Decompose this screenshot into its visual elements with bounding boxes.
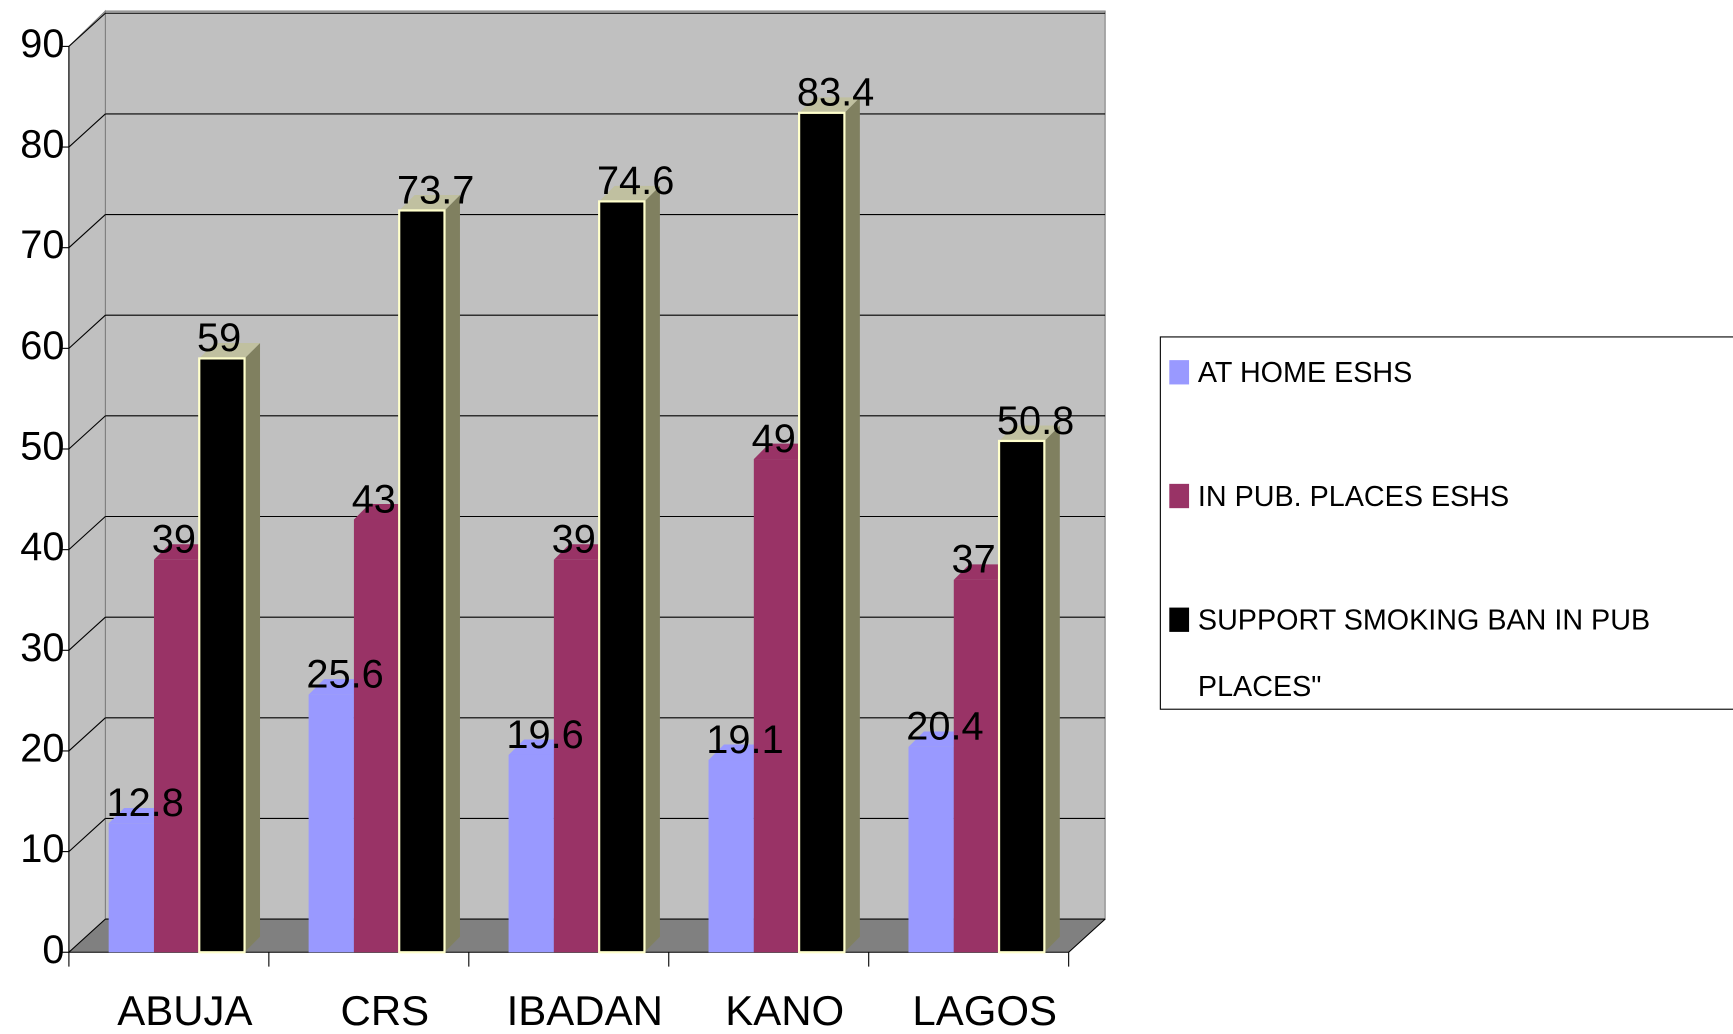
grid-line	[68, 12, 106, 47]
bar	[598, 185, 660, 954]
bar-front	[398, 209, 446, 954]
legend-swatch	[1169, 607, 1190, 632]
bar-front	[108, 823, 154, 953]
bar	[398, 194, 460, 954]
side-wall	[68, 9, 106, 954]
grid-line	[68, 616, 106, 651]
bar-side	[444, 194, 460, 953]
bar-front	[308, 694, 354, 953]
legend-item: IN PUB. PLACES ESHS	[1169, 463, 1727, 529]
bar-side	[644, 185, 660, 953]
grid-line	[68, 415, 106, 450]
legend-items: AT HOME ESHS IN PUB. PLACES ESHS SUPPORT S…	[1169, 339, 1727, 709]
y-tick-label: 20	[20, 726, 64, 770]
x-tick-label: KANO	[725, 987, 844, 1034]
bar-front	[753, 459, 800, 953]
legend-item: SUPPORT SMOKING BAN IN PUB PLACES"	[1169, 587, 1727, 710]
bar-front	[153, 559, 200, 953]
value-label: 12.8	[106, 781, 183, 825]
value-label: 74.6	[597, 159, 674, 203]
value-label: 43	[352, 477, 396, 521]
legend-label: SUPPORT SMOKING BAN IN PUB PLACES"	[1197, 603, 1651, 703]
bar-front	[997, 439, 1046, 954]
grid-line	[68, 113, 106, 148]
value-label: 39	[552, 518, 596, 562]
value-label: 59	[197, 316, 241, 360]
bar	[198, 342, 261, 954]
y-tick-label: 50	[20, 424, 64, 468]
bar-front	[353, 519, 400, 953]
grid-line	[68, 516, 106, 551]
value-label: 20.4	[906, 705, 983, 749]
bar-front	[708, 760, 754, 953]
bar-side	[1044, 425, 1060, 953]
legend-swatch	[1169, 360, 1190, 385]
bar	[798, 97, 860, 954]
bar-top	[599, 185, 660, 202]
value-label: 83.4	[797, 71, 874, 115]
y-tick-label: 80	[20, 123, 64, 167]
bar-front	[553, 559, 600, 953]
bar-front	[508, 754, 554, 953]
value-label: 49	[752, 417, 796, 461]
floor-edge	[1068, 918, 1106, 953]
bar-side	[844, 97, 860, 953]
bar-side	[244, 342, 261, 953]
grid-line	[68, 918, 106, 953]
x-tick-label: CRS	[341, 987, 430, 1034]
grid-line	[68, 717, 106, 752]
y-tick-label: 90	[20, 22, 64, 66]
bar-front	[798, 111, 846, 954]
legend-label: AT HOME ESHS	[1197, 355, 1413, 389]
bar-front	[598, 200, 646, 954]
bar-front	[198, 357, 246, 954]
grid-line	[68, 314, 106, 349]
bar-top	[999, 425, 1060, 441]
legend: AT HOME ESHS IN PUB. PLACES ESHS SUPPORT S…	[1169, 339, 1727, 709]
x-tick-label: ABUJA	[117, 987, 252, 1034]
x-tick-label: LAGOS	[912, 987, 1057, 1034]
bar-front	[908, 746, 954, 953]
legend-item: AT HOME ESHS	[1169, 339, 1727, 405]
y-tick-label: 60	[20, 324, 64, 368]
value-label: 25.6	[306, 652, 383, 696]
value-label: 50.8	[997, 399, 1074, 443]
bar-top	[199, 342, 261, 359]
legend-box	[1159, 336, 1733, 710]
y-tick-label: 40	[20, 525, 64, 569]
grid-line	[68, 818, 106, 853]
bar-top	[399, 194, 460, 211]
y-tick-label: 70	[20, 223, 64, 267]
legend-swatch	[1169, 483, 1190, 509]
value-label: 73.7	[397, 168, 474, 212]
bar	[997, 425, 1060, 954]
y-tick-label: 0	[42, 928, 64, 972]
value-label: 39	[152, 518, 196, 562]
y-tick-label: 10	[20, 827, 64, 871]
bar-front	[953, 579, 1000, 953]
grid-line	[68, 214, 106, 249]
value-label: 19.6	[506, 713, 583, 757]
value-label: 19.1	[706, 718, 783, 762]
x-tick-label: IBADAN	[507, 987, 663, 1034]
y-tick-label: 30	[20, 626, 64, 670]
value-label: 37	[952, 538, 996, 582]
bar-top	[799, 97, 860, 113]
legend-label: IN PUB. PLACES ESHS	[1197, 479, 1510, 513]
